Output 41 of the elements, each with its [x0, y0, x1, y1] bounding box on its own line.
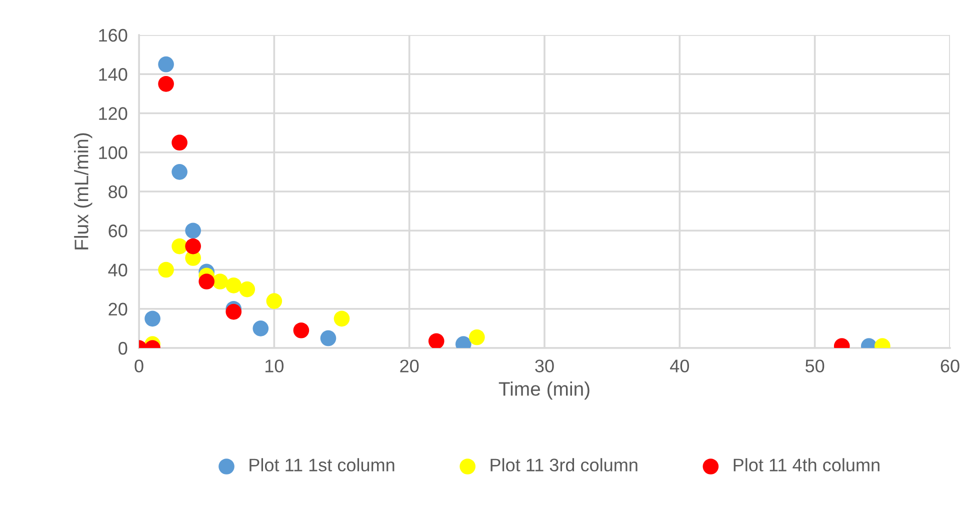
- point: [172, 238, 188, 254]
- point: [172, 164, 188, 180]
- point: [172, 134, 188, 151]
- point: [185, 222, 201, 239]
- y-tick-label: 160: [99, 28, 128, 42]
- point: [185, 238, 201, 254]
- y-tick-label: 100: [99, 146, 128, 160]
- point: [469, 329, 485, 346]
- x-tick-label: 0: [134, 360, 144, 372]
- point: [226, 304, 242, 320]
- x-tick-label: 20: [400, 360, 419, 372]
- point: [334, 310, 350, 327]
- point: [158, 56, 174, 72]
- point: [198, 274, 214, 290]
- legend-label: Plot 11 1st column: [250, 458, 394, 472]
- x-tick-label: 10: [266, 360, 284, 372]
- point: [239, 281, 256, 298]
- y-tick-label: 60: [108, 224, 128, 238]
- point: [252, 320, 269, 336]
- y-tick-label: 120: [99, 107, 128, 120]
- point: [320, 330, 336, 346]
- y-tick-label: 20: [108, 302, 128, 316]
- x-tick-label: 30: [535, 360, 554, 372]
- point: [293, 322, 310, 338]
- point: [158, 76, 174, 92]
- x-tick-label: 60: [940, 360, 960, 372]
- x-tick-label: 40: [670, 360, 690, 372]
- x-tick-label: 50: [806, 360, 824, 372]
- point: [158, 262, 174, 278]
- y-tick-label: 140: [99, 68, 128, 81]
- legend-label: Plot 11 4th column: [734, 458, 880, 472]
- y-tick-label: 0: [118, 342, 128, 355]
- y-axis-title: Flux (mL/min): [74, 133, 92, 250]
- point: [226, 277, 242, 294]
- point: [428, 333, 444, 348]
- legend-label: Plot 11 3rd column: [490, 458, 638, 472]
- point: [144, 310, 160, 327]
- point: [266, 293, 282, 309]
- y-tick-label: 80: [108, 185, 128, 198]
- y-tick-label: 40: [108, 264, 128, 276]
- x-axis-title: Time (min): [498, 382, 590, 400]
